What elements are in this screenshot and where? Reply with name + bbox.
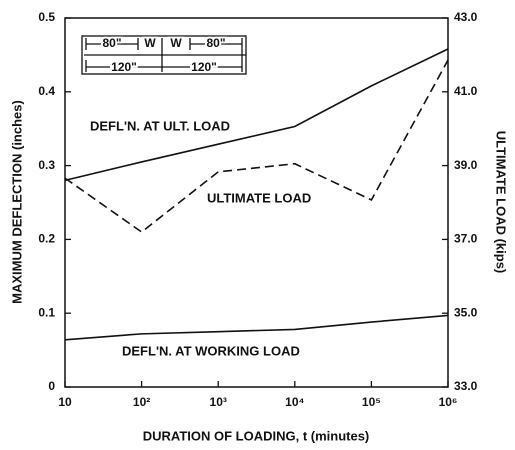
y-axis-title: MAXIMUM DEFLECTION (inches) bbox=[9, 100, 24, 304]
series-label: ULTIMATE LOAD bbox=[207, 190, 311, 205]
x-tick-label: 10⁵ bbox=[362, 395, 381, 409]
x-axis-title: DURATION OF LOADING, t (minutes) bbox=[143, 428, 370, 443]
diagram-label: 80" bbox=[102, 36, 121, 50]
series-line bbox=[64, 48, 449, 182]
y2-tick-label: 33.0 bbox=[454, 379, 478, 393]
series-line bbox=[64, 59, 449, 234]
y-tick-label: 0.4 bbox=[38, 84, 55, 98]
y-tick-label: 0.1 bbox=[38, 305, 55, 319]
x-tick-label: 10⁴ bbox=[285, 395, 304, 409]
diagram-label: 120" bbox=[111, 60, 137, 74]
y-tick-label: 0.2 bbox=[38, 232, 55, 246]
diagram-label: 80" bbox=[206, 36, 225, 50]
y2-axis-title: ULTIMATE LOAD (kips) bbox=[494, 131, 509, 274]
y2-tick-label: 41.0 bbox=[454, 84, 478, 98]
y2-tick-label: 39.0 bbox=[454, 158, 478, 172]
x-tick-label: 10³ bbox=[210, 395, 227, 409]
x-tick-label: 10⁶ bbox=[439, 395, 458, 409]
series-label: DEFL'N. AT ULT. LOAD bbox=[90, 118, 230, 133]
y2-tick-label: 35.0 bbox=[454, 305, 478, 319]
series-line bbox=[64, 314, 449, 341]
diagram-label: W bbox=[144, 36, 156, 50]
y2-tick-label: 37.0 bbox=[454, 232, 478, 246]
x-tick-label: 10² bbox=[133, 395, 150, 409]
y2-tick-label: 43.0 bbox=[454, 10, 478, 24]
plot-frame bbox=[64, 17, 449, 388]
y-tick-label: 0.5 bbox=[38, 10, 55, 24]
diagram-label: W bbox=[170, 36, 182, 50]
series-label: DEFL'N. AT WORKING LOAD bbox=[122, 343, 300, 358]
beam-diagram bbox=[81, 35, 247, 75]
y-tick-label: 0 bbox=[48, 379, 55, 393]
diagram-label: 120" bbox=[191, 60, 217, 74]
x-tick-label: 10 bbox=[58, 395, 72, 409]
y-tick-label: 0.3 bbox=[38, 158, 55, 172]
